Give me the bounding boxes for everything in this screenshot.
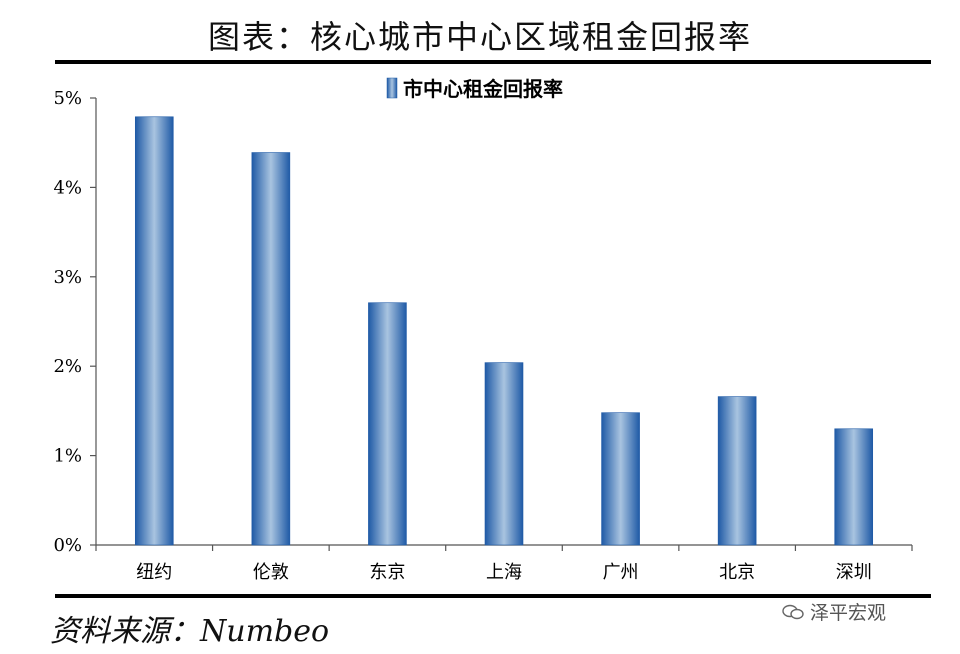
bar [251, 152, 291, 546]
y-tick-label: 1% [53, 446, 82, 467]
x-tick-label: 东京 [369, 562, 405, 583]
legend-label: 市中心租金回报率 [403, 77, 563, 101]
x-tick-label: 纽约 [136, 562, 172, 583]
x-tick-label: 广州 [603, 562, 639, 583]
bar-chart: 市中心租金回报率 0% 1% 2% 3% 4% 5% 纽约 伦敦 东京 上海 广州 北京 深圳 [53, 77, 913, 583]
bar [601, 412, 640, 546]
chart-labels: 0% 1% 2% 3% 4% 5% 纽约 伦敦 东京 上海 广州 北京 深圳 [53, 88, 871, 583]
source-note: 资料来源：Numbeo [50, 614, 330, 649]
y-tick-label: 5% [53, 88, 82, 109]
y-tick-label: 0% [53, 535, 82, 556]
watermark: 泽平宏观 [782, 598, 886, 625]
x-tick-label: 北京 [719, 562, 755, 583]
chart-title: 图表：核心城市中心区域租金回报率 [207, 18, 752, 56]
top-rule [55, 60, 931, 64]
chart-bars [134, 116, 874, 546]
bar [368, 302, 407, 546]
bar [834, 428, 874, 546]
y-tick-label: 3% [53, 267, 82, 288]
chart-legend: 市中心租金回报率 [386, 77, 563, 101]
watermark-text: 泽平宏观 [810, 602, 887, 624]
wechat-icon [782, 604, 804, 619]
x-tick-label: 上海 [486, 562, 522, 583]
y-tick-label: 4% [53, 177, 82, 198]
legend-swatch [386, 77, 398, 99]
bar [717, 396, 757, 546]
y-tick-label: 2% [53, 356, 82, 377]
bar [484, 362, 524, 546]
x-tick-label: 深圳 [836, 562, 872, 583]
x-tick-label: 伦敦 [253, 562, 289, 583]
bar [134, 116, 174, 546]
bottom-rule [55, 594, 931, 598]
